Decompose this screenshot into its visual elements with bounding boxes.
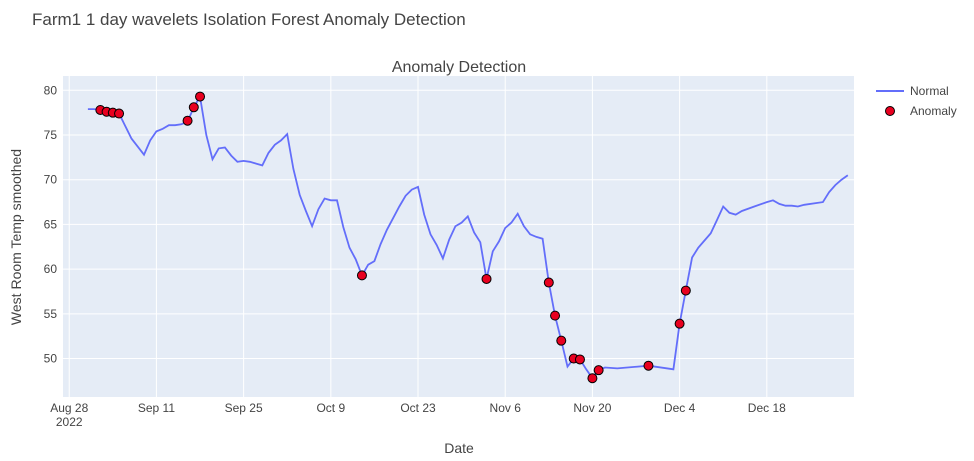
x-tick-sublabel: 2022: [56, 415, 83, 429]
anomaly-point: [556, 335, 567, 346]
x-tick-label: Sep 11: [138, 401, 175, 415]
y-tick-label: 80: [44, 83, 58, 97]
anomaly-point: [593, 365, 604, 376]
x-tick-label: Sep 25: [225, 401, 263, 415]
y-tick-labels: 50 55 60 65 70 75 80: [44, 83, 58, 365]
anomaly-point: [574, 354, 585, 365]
anomaly-point: [188, 102, 199, 113]
y-tick-label: 65: [44, 217, 58, 231]
anomaly-point: [587, 373, 598, 384]
anomaly-point: [356, 270, 367, 281]
x-tick-label: Nov 20: [573, 401, 611, 415]
legend-swatch-anomaly: [885, 106, 895, 116]
anomaly-point: [481, 273, 492, 284]
anomaly-point: [195, 91, 206, 102]
chart-title: Anomaly Detection: [392, 59, 526, 76]
x-tick-label: Dec 18: [748, 401, 786, 415]
grid-lines: [63, 76, 854, 397]
legend-label-normal: Normal: [910, 84, 949, 98]
x-tick-label: Nov 6: [490, 401, 522, 415]
anomaly-point: [680, 285, 691, 296]
anomaly-point: [182, 115, 193, 126]
x-tick-label: Oct 23: [400, 401, 436, 415]
x-tick-label: Aug 28: [50, 401, 88, 415]
y-tick-label: 55: [44, 307, 58, 321]
anomaly-point: [674, 318, 685, 329]
legend-label-anomaly: Anomaly: [910, 104, 957, 118]
y-tick-label: 70: [44, 173, 58, 187]
x-axis-label: Date: [444, 440, 474, 456]
page-title: Farm1 1 day wavelets Isolation Forest An…: [32, 10, 466, 29]
y-tick-label: 75: [44, 128, 58, 142]
y-tick-label: 60: [44, 262, 58, 276]
anomaly-markers: [95, 91, 691, 384]
y-tick-label: 50: [44, 352, 58, 366]
x-tick-label: Oct 9: [316, 401, 345, 415]
plot-background: [63, 76, 854, 397]
x-tick-label: Dec 4: [664, 401, 696, 415]
y-axis-label: West Room Temp smoothed: [8, 149, 24, 325]
anomaly-point: [643, 360, 654, 371]
anomaly-point: [543, 277, 554, 288]
series-line-normal: [87, 93, 849, 380]
anomaly-point: [550, 310, 561, 321]
anomaly-point: [114, 108, 125, 119]
legend[interactable]: Normal Anomaly: [876, 84, 957, 118]
